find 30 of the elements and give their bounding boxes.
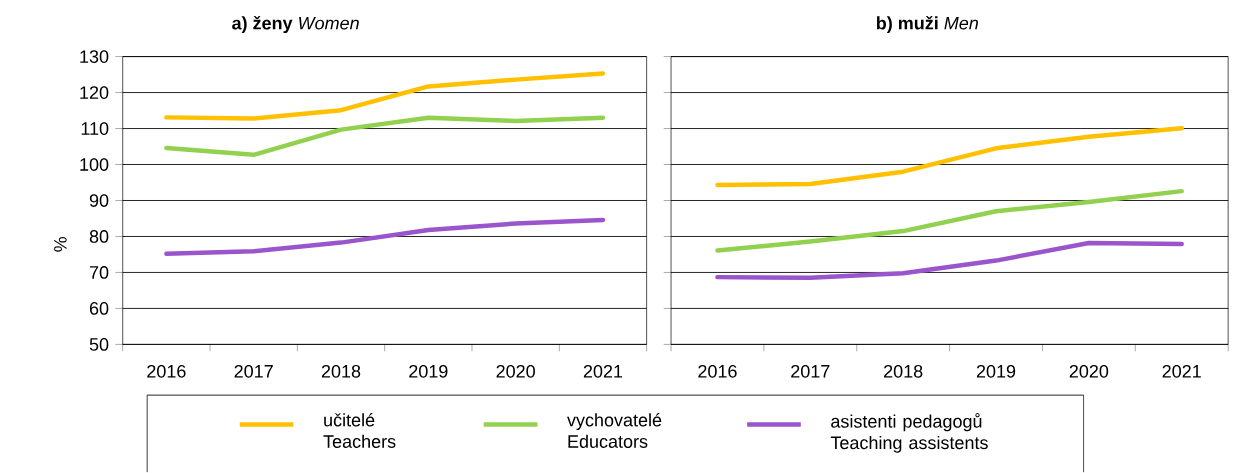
- legend-label: asistenti pedagogů Teaching assistents: [830, 413, 988, 453]
- x-tick-label: 2020: [1069, 365, 1109, 378]
- y-tick-label: 120: [80, 86, 109, 100]
- x-tick-label: 2017: [791, 365, 830, 378]
- y-tick-label: 60: [89, 302, 109, 315]
- y-tick-label: 80: [89, 230, 109, 244]
- y-tick-label: 90: [89, 194, 109, 208]
- x-tick-label: 2018: [321, 365, 361, 378]
- line-series: [164, 115, 606, 158]
- x-tick-label: 2020: [496, 365, 535, 378]
- line-series: [164, 71, 606, 121]
- chart-title: a) ženy Women: [232, 16, 359, 34]
- y-tick-label: 130: [80, 50, 109, 64]
- x-tick-label: 2018: [884, 365, 923, 378]
- y-tick-label: 110: [81, 122, 109, 136]
- x-tick-label: 2017: [234, 365, 273, 378]
- x-tick-label: 2019: [976, 365, 1016, 378]
- x-tick-label: 2016: [147, 365, 186, 378]
- line-series: [164, 217, 606, 257]
- x-tick-label: 2021: [583, 365, 623, 378]
- x-tick-label: 2016: [698, 365, 737, 378]
- y-tick-label: 100: [80, 158, 109, 172]
- legend-label: vychovatelé Educators: [567, 413, 662, 449]
- y-tick-label: 50: [89, 338, 109, 351]
- x-tick-label: 2021: [1162, 365, 1201, 378]
- y-axis-title: %: [54, 237, 67, 252]
- x-tick-label: 2019: [409, 365, 448, 378]
- legend-label: učitelé Teachers: [323, 413, 396, 449]
- chart-title: b) muži Men: [876, 16, 978, 34]
- y-tick-label: 70: [89, 266, 109, 279]
